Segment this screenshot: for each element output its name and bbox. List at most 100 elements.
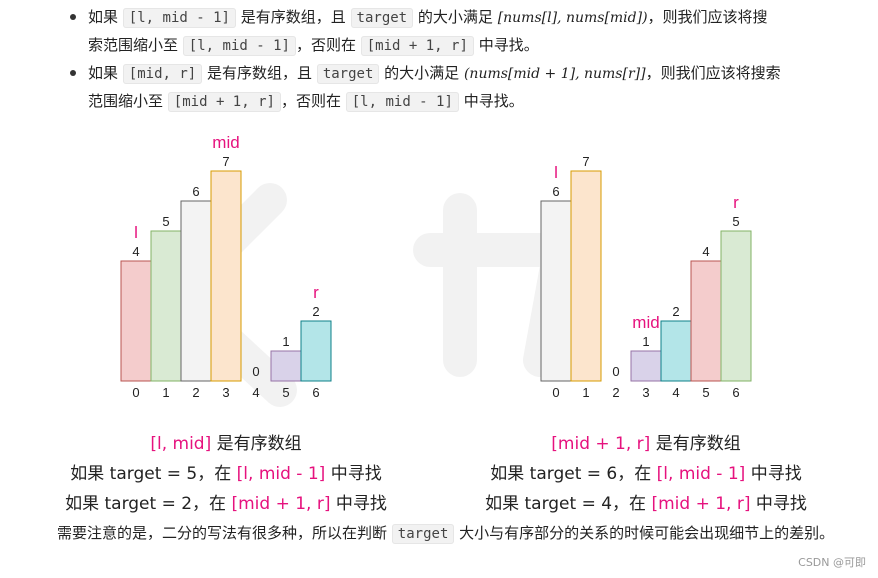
rotated-array-diagram-left: 4 0 5 1 6 2 7 3 0 4 1 5 2 6 l mid r (120, 133, 332, 400)
bar-value-label: 7 (582, 154, 589, 169)
rotated-array-diagram-right: 6 0 7 1 0 2 1 3 2 4 4 5 5 6 l mid r (540, 154, 752, 400)
text: ，否则在 (295, 36, 356, 54)
inline-code: target (316, 64, 380, 84)
text: 中寻找 (330, 494, 387, 514)
text: 如果 target = 4，在 (485, 494, 652, 514)
bar (690, 260, 722, 382)
bar (630, 350, 662, 382)
text: 中寻找 (745, 464, 802, 484)
index-label: 1 (162, 385, 169, 400)
bar (720, 230, 752, 382)
inline-code: [l, mid - 1] (182, 36, 296, 56)
text: ，否则在 (280, 92, 341, 110)
index-label: 6 (312, 385, 319, 400)
text: 的大小满足 (384, 64, 460, 82)
diagram-caption: 如果 target = 5，在 [l, mid - 1] 中寻找 (0, 459, 452, 484)
bar-value-label: 6 (552, 184, 559, 199)
math-expression: (nums[mid + 1], nums[r]] (463, 66, 646, 82)
bar (570, 170, 602, 382)
bar-value-label: 5 (162, 214, 169, 229)
text: 需要注意的是，二分的写法有很多种，所以在判断 (57, 524, 388, 542)
text: 如果 (88, 8, 119, 26)
bar (270, 350, 302, 382)
text: 中寻找。 (463, 92, 524, 110)
bar (120, 260, 152, 382)
index-label: 6 (732, 385, 739, 400)
text: 如果 target = 6，在 (490, 464, 657, 484)
inline-code: [mid, r] (122, 64, 203, 84)
inline-code: [mid + 1, r] (167, 92, 281, 112)
pointer-marker: mid (632, 313, 659, 332)
bar-value-label: 5 (732, 214, 739, 229)
bar-value-label: 7 (222, 154, 229, 169)
bullet-dot (70, 14, 76, 20)
inline-code: [l, mid - 1] (345, 92, 459, 112)
csdn-watermark: CSDN @可即 (798, 556, 866, 569)
bar-value-label: 6 (192, 184, 199, 199)
text: ，则我们应该将搜 (647, 8, 768, 26)
index-label: 4 (252, 385, 259, 400)
diagram-caption: [mid + 1, r] 是有序数组 (420, 429, 872, 454)
pointer-marker: r (733, 193, 739, 212)
math-expression: [nums[l], nums[mid]) (497, 10, 648, 26)
diagram-caption: 如果 target = 4，在 [mid + 1, r] 中寻找 (420, 489, 872, 514)
bar-value-label: 1 (282, 334, 289, 349)
index-label: 3 (222, 385, 229, 400)
text: 范围缩小至 (88, 92, 164, 110)
bullet-dot (70, 70, 76, 76)
diagram-caption: [l, mid] 是有序数组 (0, 429, 452, 454)
text: 中寻找 (325, 464, 382, 484)
bar (150, 230, 182, 382)
index-label: 5 (282, 385, 289, 400)
bar (540, 200, 572, 382)
text: 索范围缩小至 (88, 36, 179, 54)
index-label: 1 (582, 385, 589, 400)
bar-value-label: 0 (252, 364, 259, 379)
index-label: 0 (132, 385, 139, 400)
bar-value-label: 4 (132, 244, 139, 259)
diagram-caption: 如果 target = 6，在 [l, mid - 1] 中寻找 (420, 459, 872, 484)
text: 大小与有序部分的关系的时候可能会出现细节上的差别。 (459, 524, 835, 542)
pointer-marker: mid (212, 133, 239, 152)
text: 的大小满足 (417, 8, 493, 26)
range-highlight: [l, mid - 1] (656, 464, 746, 484)
index-label: 0 (552, 385, 559, 400)
text: 如果 target = 2，在 (65, 494, 232, 514)
inline-code: target (350, 8, 414, 28)
text: 是有序数组，且 (207, 64, 313, 82)
text: 是有序数组，且 (240, 8, 346, 26)
text: 如果 (88, 64, 119, 82)
range-highlight: [mid + 1, r] (231, 494, 331, 514)
diagram-caption: 如果 target = 2，在 [mid + 1, r] 中寻找 (0, 489, 452, 514)
bar-value-label: 1 (642, 334, 649, 349)
range-highlight: [mid + 1, r] (551, 434, 651, 454)
pointer-marker: r (313, 283, 319, 302)
index-label: 2 (192, 385, 199, 400)
bar (660, 320, 692, 382)
bar-value-label: 2 (672, 304, 679, 319)
bar (210, 170, 242, 382)
text: ，则我们应该将搜索 (645, 64, 781, 82)
note-paragraph: 需要注意的是，二分的写法有很多种，所以在判断 target 大小与有序部分的关系… (57, 520, 837, 548)
range-highlight: [l, mid - 1] (236, 464, 326, 484)
index-label: 3 (642, 385, 649, 400)
range-highlight: [mid + 1, r] (651, 494, 751, 514)
text: 中寻找。 (478, 36, 539, 54)
pointer-marker: l (554, 163, 558, 182)
bar (180, 200, 212, 382)
bar (300, 320, 332, 382)
pointer-marker: l (134, 223, 138, 242)
inline-code: [mid + 1, r] (360, 36, 474, 56)
inline-code: target (391, 524, 455, 544)
inline-code: [l, mid - 1] (122, 8, 236, 28)
range-highlight: [l, mid] (150, 434, 212, 454)
text: 中寻找 (750, 494, 807, 514)
bar-value-label: 4 (702, 244, 709, 259)
index-label: 2 (612, 385, 619, 400)
index-label: 5 (702, 385, 709, 400)
text: 如果 target = 5，在 (70, 464, 237, 484)
index-label: 4 (672, 385, 679, 400)
text: 是有序数组 (211, 434, 302, 454)
bar-value-label: 2 (312, 304, 319, 319)
text: 是有序数组 (650, 434, 741, 454)
